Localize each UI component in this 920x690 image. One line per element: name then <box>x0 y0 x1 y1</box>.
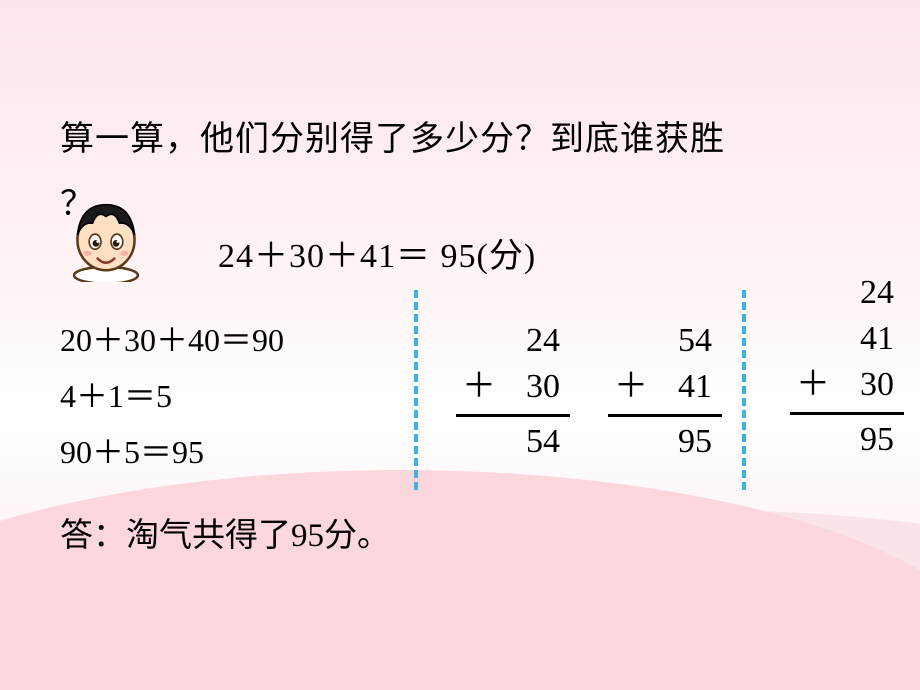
sum: 95 <box>660 419 712 465</box>
sum-bar <box>456 414 570 417</box>
addend-top: 54 <box>660 318 712 364</box>
bg-curve-1 <box>0 470 920 690</box>
step-1: 20＋30＋40＝90 <box>60 312 284 368</box>
method-1-steps: 20＋30＋40＝90 4＋1＝5 90＋5＝95 <box>60 312 284 480</box>
plus-icon: ＋ <box>796 362 830 408</box>
plus-icon: ＋ <box>462 364 496 410</box>
sum: 95 <box>842 417 894 463</box>
addend-3: ＋ 30 <box>842 362 894 408</box>
sum-bar <box>608 414 722 417</box>
divider-2 <box>742 290 746 490</box>
step-2: 4＋1＝5 <box>60 368 284 424</box>
column-add-C: 24 41 ＋ 30 95 <box>842 270 894 463</box>
step-3: 90＋5＝95 <box>60 424 284 480</box>
addend-2: 41 <box>842 316 894 362</box>
addend-bottom: ＋ 41 <box>660 364 712 410</box>
addend-1: 24 <box>842 270 894 316</box>
addend-top: 24 <box>508 318 560 364</box>
column-add-B: 54 ＋ 41 95 <box>660 318 712 465</box>
plus-icon: ＋ <box>614 364 648 410</box>
sum: 54 <box>508 419 560 465</box>
sum-bar <box>790 412 904 415</box>
question-title: 算一算，他们分别得了多少分？到底谁获胜 ？ <box>60 108 880 173</box>
main-expression: 24＋30＋41＝ 95(分) <box>218 228 536 277</box>
answer-text: 答：淘气共得了95分。 <box>60 508 390 556</box>
divider-1 <box>414 290 418 490</box>
boy-avatar-icon <box>64 198 148 282</box>
title-text: 算一算，他们分别得了多少分？到底谁获胜 <box>60 121 725 158</box>
column-add-A: 24 ＋ 30 54 <box>508 318 560 465</box>
addend-bottom: ＋ 30 <box>508 364 560 410</box>
